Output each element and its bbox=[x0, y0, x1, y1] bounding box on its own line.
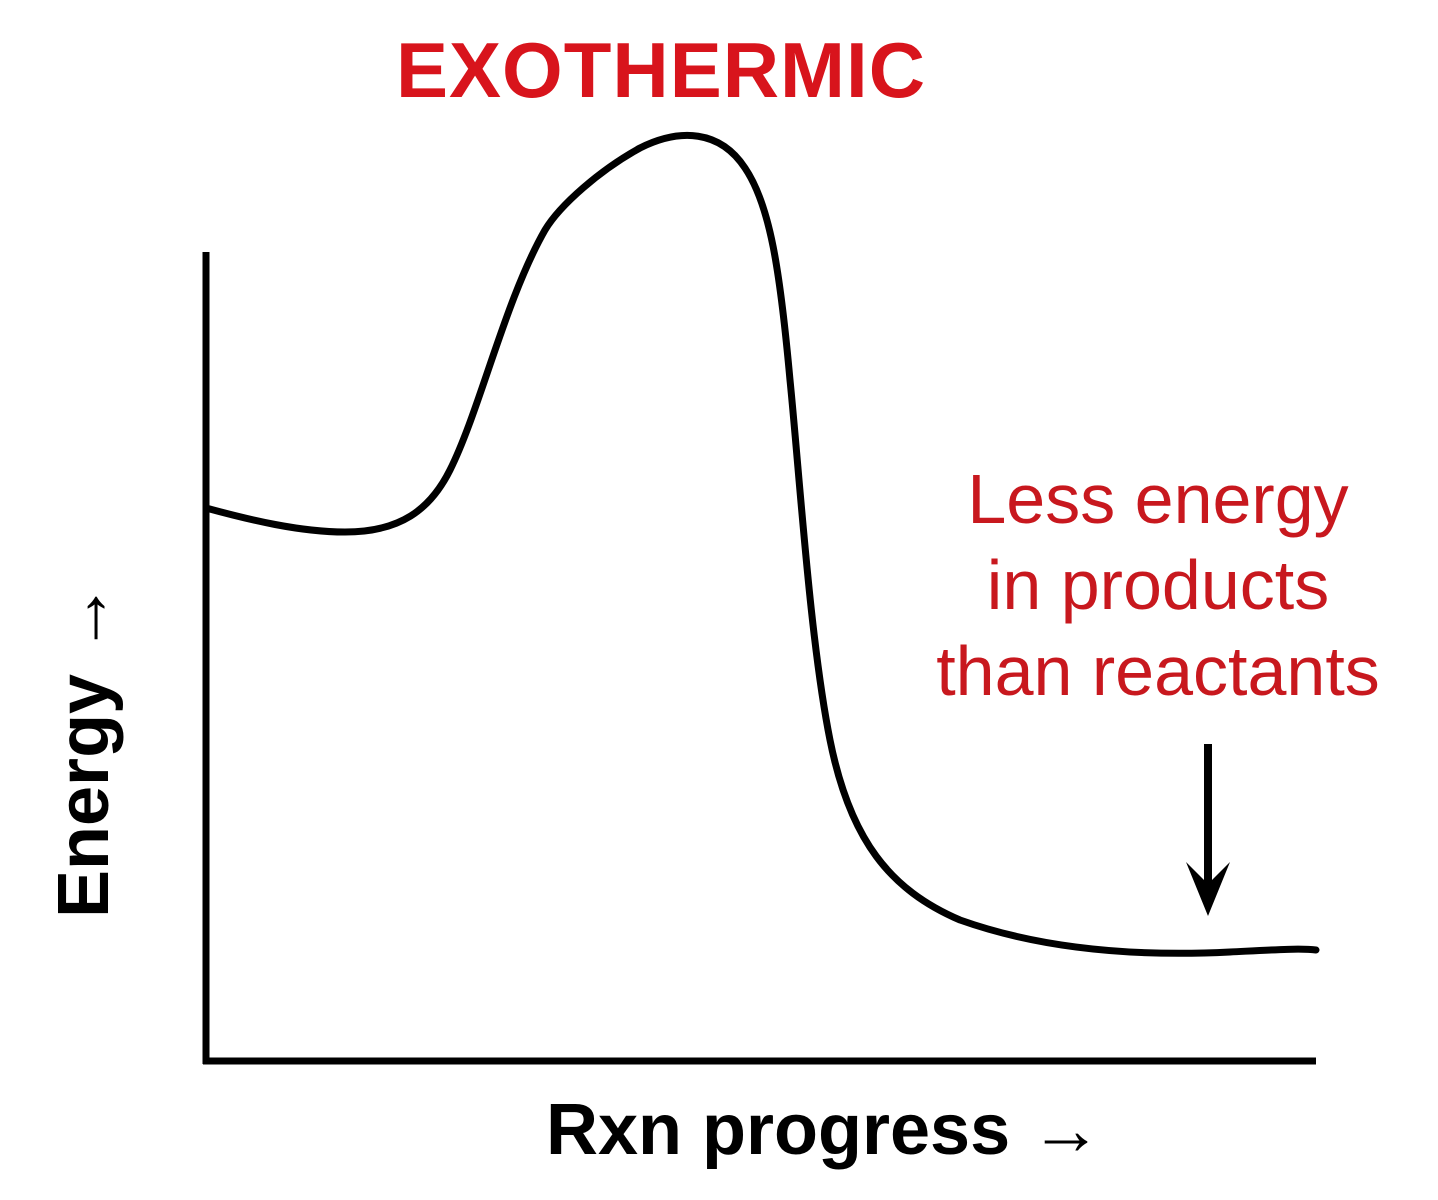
y-axis-label: Energy → bbox=[44, 582, 124, 918]
x-axis-label: Rxn progress → bbox=[546, 1090, 1102, 1170]
annotation-line-1: Less energy bbox=[967, 460, 1349, 538]
annotation-text: Less energy in products than reactants bbox=[888, 456, 1428, 714]
right-arrow-icon: → bbox=[44, 581, 124, 654]
annotation-line-2: in products bbox=[986, 546, 1330, 624]
annotation-line-3: than reactants bbox=[936, 632, 1380, 710]
down-arrow-icon bbox=[1186, 744, 1230, 916]
diagram-title: EXOTHERMIC bbox=[396, 26, 927, 114]
right-arrow-icon: → bbox=[1030, 1090, 1103, 1170]
energy-curve bbox=[202, 131, 1320, 957]
x-axis-label-text: Rxn progress bbox=[546, 1090, 1011, 1170]
y-axis-label-text: Energy bbox=[44, 673, 124, 918]
